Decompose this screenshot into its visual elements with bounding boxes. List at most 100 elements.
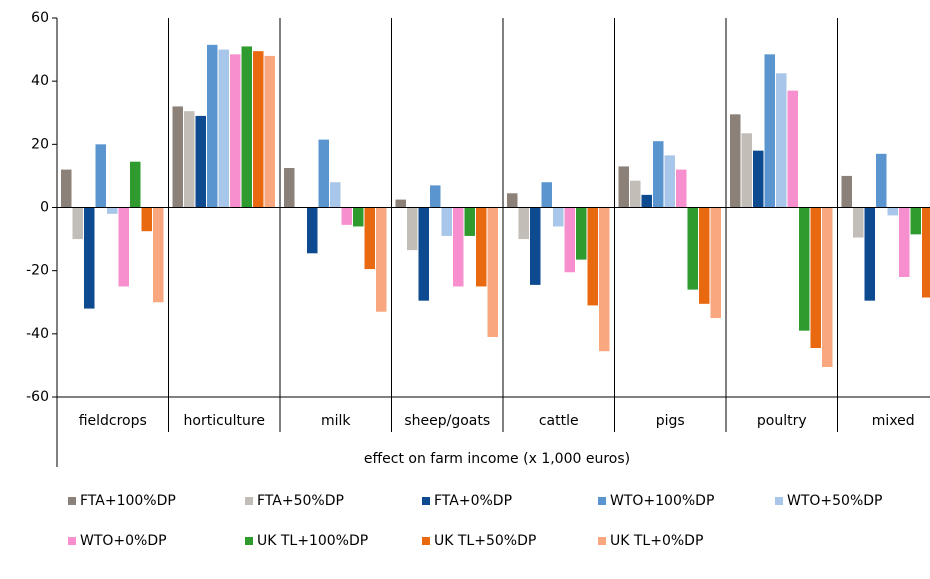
bar — [776, 73, 787, 208]
bar — [853, 207, 864, 238]
bar — [899, 207, 910, 277]
x-tick-label: fieldcrops — [79, 413, 147, 429]
x-tick-label: poultry — [757, 413, 807, 429]
y-tick-label: 40 — [31, 73, 49, 89]
legend-label: WTO+100%DP — [610, 493, 714, 509]
x-tick-label: horticulture — [184, 413, 265, 429]
x-tick-label: pigs — [656, 413, 685, 429]
y-tick-label: -20 — [26, 263, 49, 279]
bar — [195, 115, 206, 208]
bar — [530, 207, 541, 285]
legend-label: UK TL+100%DP — [257, 533, 368, 549]
legend-label: FTA+100%DP — [80, 493, 176, 509]
bar — [107, 207, 118, 214]
bar — [687, 207, 698, 290]
bar — [553, 207, 564, 227]
legend-swatch — [245, 497, 253, 505]
bar — [364, 207, 375, 270]
y-tick-label: -40 — [26, 326, 49, 342]
bar — [887, 207, 898, 216]
y-tick-label: 20 — [31, 136, 49, 152]
bar — [753, 150, 764, 208]
y-tick-label: -60 — [26, 389, 49, 405]
bar — [710, 207, 721, 319]
bar — [118, 207, 129, 287]
bar — [184, 111, 195, 208]
bar — [341, 207, 352, 225]
legend-label: UK TL+50%DP — [434, 533, 536, 549]
bar — [353, 207, 364, 227]
bar — [61, 169, 72, 208]
bar — [676, 169, 687, 208]
bar — [130, 161, 141, 208]
bar — [507, 193, 518, 208]
x-tick-label: cattle — [539, 413, 579, 429]
bar — [430, 185, 441, 208]
x-tick-label: sheep/goats — [404, 413, 490, 429]
bar — [518, 207, 529, 240]
bar — [395, 199, 406, 208]
y-tick-label: 60 — [31, 10, 49, 26]
bar — [264, 55, 275, 208]
bar — [787, 90, 798, 208]
bar — [407, 207, 418, 251]
bar — [730, 114, 741, 208]
bar — [207, 44, 218, 208]
x-tick-label: milk — [321, 413, 351, 429]
bar — [218, 49, 229, 208]
legend-label: WTO+50%DP — [787, 493, 882, 509]
bar — [910, 207, 921, 235]
bar — [464, 207, 475, 236]
bar — [141, 207, 152, 232]
bar — [72, 207, 83, 240]
bar — [487, 207, 498, 337]
legend-swatch — [775, 497, 783, 505]
bar — [641, 194, 652, 208]
bar — [599, 207, 610, 352]
legend-swatch — [422, 497, 430, 505]
bar — [618, 166, 629, 208]
bar — [864, 207, 875, 301]
legend-swatch — [598, 537, 606, 545]
bar — [95, 144, 106, 208]
bar — [630, 180, 641, 208]
bar — [576, 207, 587, 260]
bar — [764, 54, 775, 208]
bar — [664, 155, 675, 208]
legend-label: UK TL+0%DP — [610, 533, 703, 549]
bar — [699, 207, 710, 304]
legend-label: FTA+0%DP — [434, 493, 512, 509]
bar — [541, 182, 552, 208]
bar — [587, 207, 598, 306]
legend-swatch — [245, 537, 253, 545]
x-axis-title: effect on farm income (x 1,000 euros) — [364, 451, 630, 467]
bar — [418, 207, 429, 301]
bar — [441, 207, 452, 236]
legend-swatch — [68, 497, 76, 505]
bar — [453, 207, 464, 287]
legend-swatch — [422, 537, 430, 545]
bar — [922, 207, 930, 298]
bar — [153, 207, 164, 303]
bar — [307, 207, 318, 254]
bar — [230, 54, 241, 208]
legend-swatch — [68, 537, 76, 545]
y-tick-label: 0 — [40, 200, 49, 216]
bar — [876, 153, 887, 208]
bar — [172, 106, 183, 208]
bar — [564, 207, 575, 273]
bar — [318, 139, 329, 208]
bar — [841, 175, 852, 208]
bar — [376, 207, 387, 312]
legend-label: WTO+0%DP — [80, 533, 167, 549]
bar — [284, 168, 295, 208]
bar — [810, 207, 821, 349]
bar — [253, 51, 264, 208]
bar — [330, 182, 341, 208]
bar — [84, 207, 95, 309]
legend-swatch — [598, 497, 606, 505]
bar — [476, 207, 487, 287]
bar — [241, 46, 252, 208]
bar — [653, 141, 664, 208]
